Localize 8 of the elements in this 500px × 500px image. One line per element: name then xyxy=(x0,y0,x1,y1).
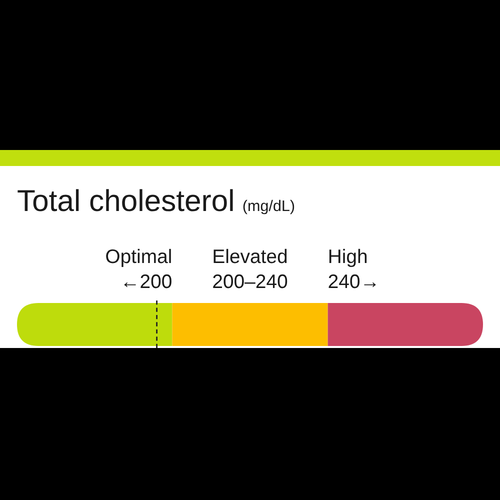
text: 240→ xyxy=(328,274,376,288)
text: 200–240 xyxy=(213,274,288,288)
series-label: Optimal xyxy=(106,248,171,268)
chart-subtitle: (mg/dL) xyxy=(243,200,294,214)
chart-title: Total cholesterol xyxy=(18,189,233,212)
text: Elevated xyxy=(214,248,287,264)
series-label: High xyxy=(329,248,367,268)
text: ←200 xyxy=(124,274,172,288)
